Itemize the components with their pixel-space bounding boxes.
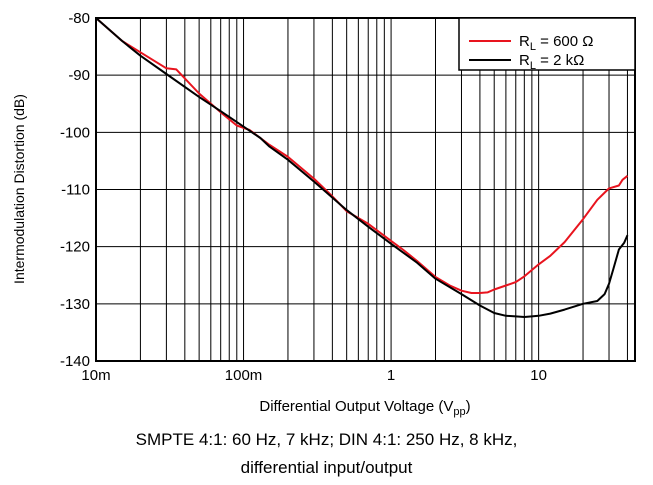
legend-label-600-ohm-main: R — [519, 33, 530, 50]
x-axis-tick-labels: 10m 100m 1 10 — [81, 367, 547, 384]
x-tick-label: 10m — [81, 367, 110, 384]
y-tick-label: -80 — [68, 10, 90, 27]
plot-border — [95, 17, 636, 362]
x-axis-label-subscript: pp — [453, 406, 465, 418]
y-axis-label: Intermodulation Distortion (dB) — [11, 94, 27, 284]
series-line-2k-ohm — [95, 17, 629, 318]
y-tick-label: -130 — [60, 296, 90, 313]
legend-label-600-ohm: RL = 600 Ω — [519, 33, 593, 53]
legend-label-600-ohm-sub: L — [530, 41, 536, 53]
x-axis-label-end: ) — [466, 398, 471, 415]
y-tick-label: -90 — [68, 67, 90, 84]
legend: RL = 600 Ω RL = 2 kΩ — [458, 17, 636, 72]
grid-lines — [96, 17, 635, 362]
caption-line-2: differential input/output — [240, 458, 413, 477]
y-tick-label: -100 — [60, 124, 90, 141]
legend-label-600-ohm-rest: = 600 Ω — [536, 33, 594, 50]
y-tick-label: -140 — [60, 353, 90, 370]
x-tick-label: 10 — [530, 367, 547, 384]
legend-label-2k-ohm-rest: = 2 kΩ — [536, 52, 584, 69]
legend-label-2k-ohm-sub: L — [530, 60, 536, 72]
legend-label-2k-ohm-main: R — [519, 52, 530, 69]
x-tick-label: 100m — [225, 367, 263, 384]
y-tick-label: -110 — [61, 182, 90, 199]
data-series — [95, 17, 629, 318]
x-tick-label: 1 — [387, 367, 395, 384]
x-axis-label-main: Differential Output Voltage (V — [259, 398, 453, 415]
caption-line-1: SMPTE 4:1: 60 Hz, 7 kHz; DIN 4:1: 250 Hz… — [135, 430, 518, 449]
imd-vs-voltage-chart: -140 -130 -120 -110 -100 -90 -80 10m 100m 1 10 In… — [11, 10, 636, 418]
y-axis-tick-labels: -140 -130 -120 -110 -100 -90 -80 — [60, 10, 90, 370]
x-axis-label: Differential Output Voltage (Vpp) — [259, 398, 470, 418]
legend-label-2k-ohm: RL = 2 kΩ — [519, 52, 584, 72]
y-tick-label: -120 — [60, 239, 90, 256]
legend-box — [458, 17, 636, 71]
